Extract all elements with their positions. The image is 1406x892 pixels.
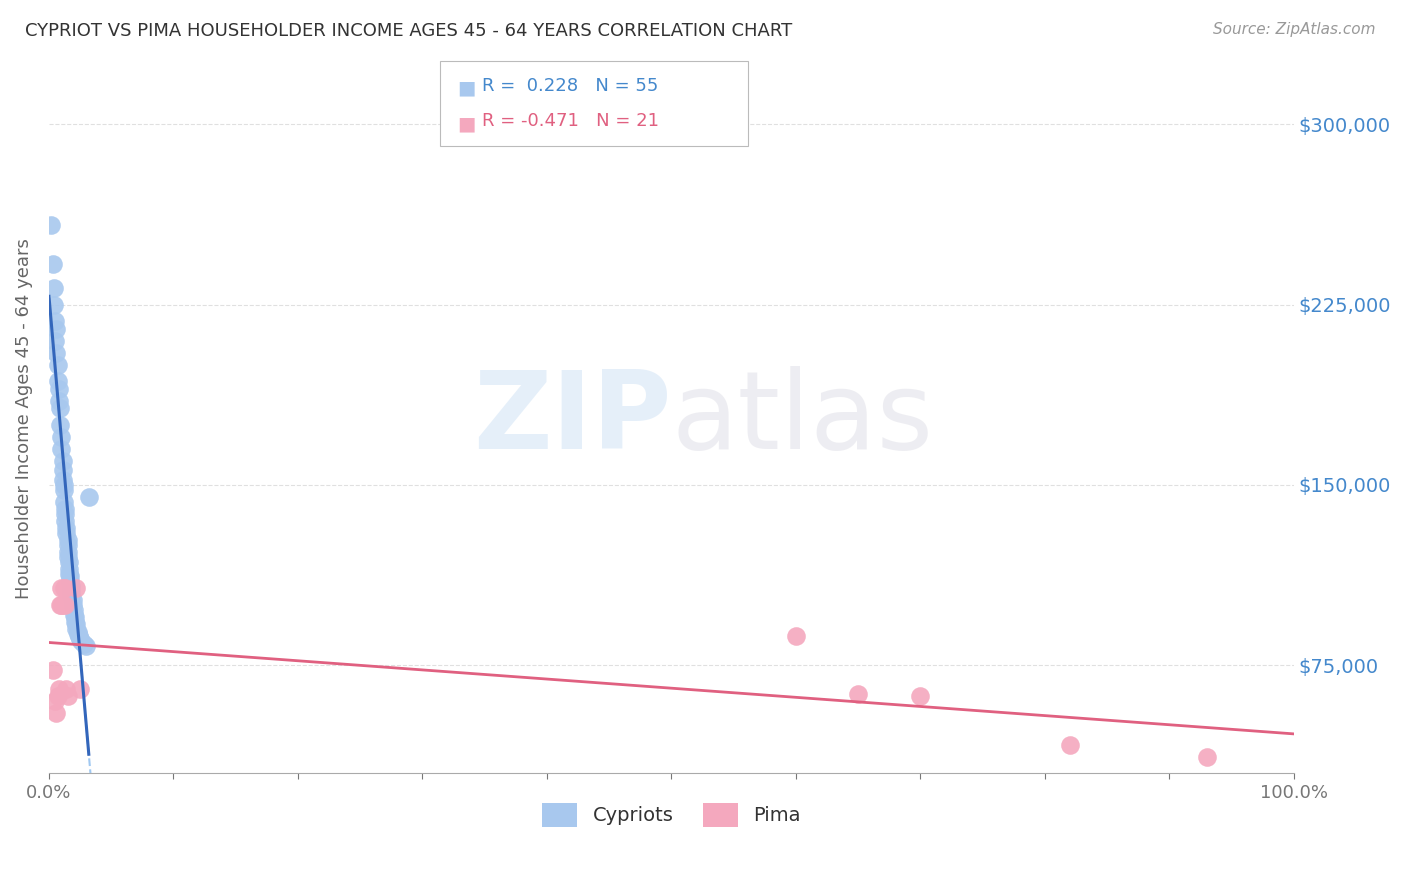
Point (46, 375, 69, 389)
Point (46, 358, 69, 372)
Point (70, 634, 93, 648)
Point (63, 603, 86, 617)
Point (56, 549, 79, 564)
Point (52, 454, 75, 468)
Point (59, 574, 82, 588)
Point (62, 593, 84, 607)
Point (56, 538, 79, 552)
Point (49, 598, 72, 612)
Point (58, 566, 80, 581)
Point (60, 583, 83, 598)
Point (73, 637, 96, 651)
Point (51, 598, 73, 612)
Point (60, 579, 83, 593)
Point (42, 297, 65, 311)
Point (52, 494, 75, 508)
Point (51, 582, 73, 596)
Point (1195, 749, 1218, 764)
Point (65, 582, 87, 596)
Point (56, 545, 79, 559)
Point (53, 502, 76, 516)
Point (44, 334, 66, 348)
Point (48, 382, 70, 396)
Point (62, 598, 84, 612)
Point (58, 562, 80, 576)
Point (1059, 738, 1081, 752)
Text: ZIP: ZIP (472, 366, 671, 472)
Text: Source: ZipAtlas.com: Source: ZipAtlas.com (1212, 22, 1375, 37)
Point (52, 473, 75, 487)
Point (910, 690, 932, 704)
Point (75, 639, 97, 653)
Point (45, 706, 67, 721)
Point (53, 507, 76, 521)
Point (53, 598, 76, 612)
Point (52, 582, 75, 596)
Point (45, 321, 67, 335)
Point (56, 690, 79, 704)
Text: CYPRIOT VS PIMA HOUSEHOLDER INCOME AGES 45 - 64 YEARS CORRELATION CHART: CYPRIOT VS PIMA HOUSEHOLDER INCOME AGES … (25, 22, 793, 40)
Point (55, 682, 77, 697)
Point (63, 610, 86, 624)
Point (69, 632, 91, 646)
Point (67, 629, 90, 643)
Point (44, 694, 66, 708)
Text: R =  0.228   N = 55: R = 0.228 N = 55 (482, 77, 658, 95)
Text: ■: ■ (457, 114, 475, 133)
Point (45, 345, 67, 359)
Point (46, 690, 69, 704)
Y-axis label: Householder Income Ages 45 - 64 years: Householder Income Ages 45 - 64 years (15, 238, 32, 599)
Point (58, 555, 80, 569)
Point (69, 682, 91, 697)
Point (66, 627, 89, 641)
Point (41, 257, 63, 271)
Point (48, 393, 70, 408)
Point (52, 463, 75, 477)
Point (55, 526, 77, 541)
Point (48, 682, 70, 697)
Point (846, 687, 869, 701)
Point (52, 483, 75, 497)
Point (63, 615, 86, 629)
Point (63, 607, 86, 622)
Point (77, 490, 100, 504)
Point (42, 281, 65, 295)
Point (53, 582, 76, 596)
Point (41, 663, 63, 677)
Point (59, 569, 82, 583)
Point (52, 478, 75, 492)
Point (51, 430, 73, 444)
Text: R = -0.471   N = 21: R = -0.471 N = 21 (482, 112, 659, 130)
Text: atlas: atlas (671, 366, 934, 472)
Legend: Cypriots, Pima: Cypriots, Pima (534, 796, 808, 835)
Point (60, 589, 83, 603)
Point (785, 629, 807, 643)
Point (55, 521, 77, 535)
Point (44, 314, 66, 328)
Point (56, 533, 79, 548)
Point (52, 598, 75, 612)
Point (65, 622, 87, 636)
Point (49, 401, 72, 415)
Point (53, 514, 76, 528)
Point (51, 442, 73, 456)
Point (41, 218, 63, 232)
Point (49, 417, 72, 432)
Point (65, 617, 87, 632)
Point (66, 624, 89, 639)
Text: ■: ■ (457, 78, 475, 97)
